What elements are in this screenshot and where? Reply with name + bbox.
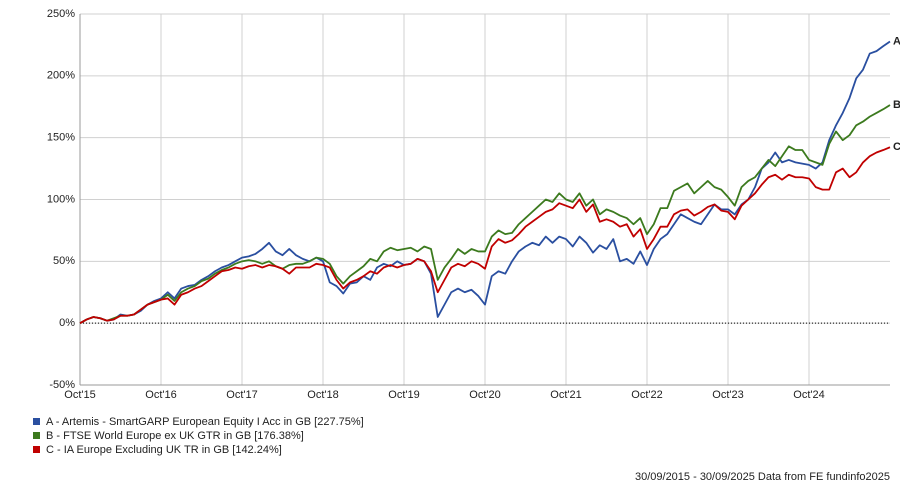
x-tick-label: Oct'20 [469, 389, 500, 401]
end-label: B [893, 99, 900, 111]
legend-label: A - Artemis - SmartGARP European Equity … [46, 416, 364, 428]
series-line [79, 104, 891, 324]
x-tick-label: Oct'21 [550, 389, 581, 401]
y-tick-label: 0% [59, 317, 75, 329]
x-tick-label: Oct'16 [145, 389, 176, 401]
y-tick-label: 100% [47, 193, 75, 205]
y-tick-label: 150% [47, 132, 75, 144]
series-line [79, 146, 891, 324]
legend-swatch [33, 418, 40, 425]
legend-swatch [33, 446, 40, 453]
y-tick-label: 250% [47, 8, 75, 20]
legend-swatch [33, 432, 40, 439]
x-tick-label: Oct'18 [307, 389, 338, 401]
legend-label: B - FTSE World Europe ex UK GTR in GB [1… [46, 430, 304, 442]
legend-label: C - IA Europe Excluding UK TR in GB [142… [46, 444, 282, 456]
x-tick-label: Oct'24 [793, 389, 824, 401]
footer: 30/09/2015 - 30/09/2025 Data from FE fun… [635, 471, 890, 483]
x-tick-label: Oct'17 [226, 389, 257, 401]
y-tick-label: -50% [49, 379, 75, 391]
end-label: A [893, 35, 900, 47]
y-tick-label: 50% [53, 255, 75, 267]
x-tick-label: Oct'15 [64, 389, 95, 401]
x-tick-label: Oct'23 [712, 389, 743, 401]
y-tick-label: 200% [47, 70, 75, 82]
x-tick-label: Oct'22 [631, 389, 662, 401]
end-label: C [893, 141, 900, 153]
series-line [79, 40, 891, 324]
x-tick-label: Oct'19 [388, 389, 419, 401]
